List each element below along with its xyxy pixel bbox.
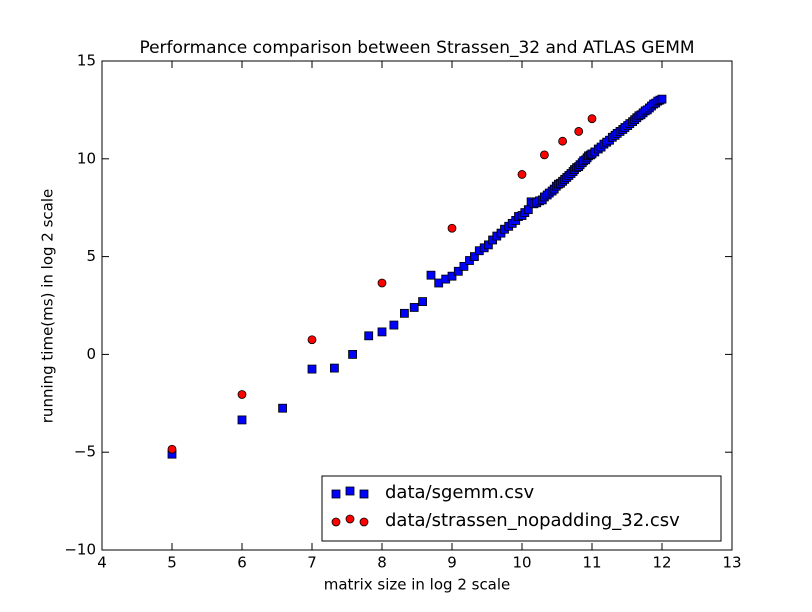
- data-point: [278, 403, 288, 413]
- data-point: [459, 261, 469, 271]
- data-point: [517, 170, 527, 179]
- x-tick-label: 9: [447, 554, 457, 572]
- legend-label: data/strassen_nopadding_32.csv: [385, 510, 680, 531]
- legend-marker: [331, 489, 341, 499]
- data-point: [558, 136, 567, 146]
- legend-label: data/sgemm.csv: [385, 482, 535, 503]
- chart-title: Performance comparison between Strassen_…: [139, 38, 694, 58]
- data-point: [409, 303, 419, 312]
- legend-box: [321, 475, 722, 542]
- data-point: [377, 278, 387, 288]
- x-tick-label: 8: [377, 554, 387, 572]
- legend-marker: [331, 517, 341, 527]
- data-point: [237, 415, 247, 425]
- data-point: [540, 150, 549, 160]
- data-point: [418, 297, 428, 306]
- legend-marker: [345, 486, 355, 496]
- x-tick-label: 12: [652, 554, 671, 572]
- y-tick-label: 0: [86, 345, 96, 363]
- data-point: [307, 364, 317, 374]
- data-point: [307, 335, 317, 345]
- x-tick-label: 5: [167, 554, 177, 572]
- data-point: [348, 349, 358, 359]
- data-point: [447, 271, 457, 281]
- data-point: [237, 390, 247, 399]
- y-tick-label: 5: [86, 247, 96, 265]
- legend-marker: [359, 517, 369, 527]
- data-point: [657, 94, 667, 104]
- data-point: [453, 266, 463, 276]
- x-tick-label: 10: [512, 554, 531, 572]
- data-point: [377, 327, 387, 337]
- y-tick-label: −5: [74, 443, 96, 461]
- x-axis-label: matrix size in log 2 scale: [324, 576, 511, 594]
- data-point: [389, 320, 399, 330]
- x-tick-label: 13: [722, 554, 741, 572]
- plot-area: [101, 60, 733, 551]
- data-point: [469, 252, 479, 262]
- data-point: [574, 127, 584, 136]
- data-point: [399, 308, 409, 318]
- data-point: [447, 223, 457, 233]
- y-tick-label: 15: [77, 52, 96, 70]
- data-point: [329, 363, 339, 373]
- x-tick-label: 4: [97, 554, 107, 572]
- x-tick-label: 6: [237, 554, 247, 572]
- legend-marker: [359, 489, 369, 499]
- data-point: [364, 331, 374, 341]
- data-point: [587, 114, 597, 124]
- x-tick-label: 11: [582, 554, 601, 572]
- y-tick-label: 10: [77, 149, 96, 167]
- data-point: [167, 444, 177, 454]
- y-axis-label: running time(ms) in log 2 scale: [39, 189, 57, 423]
- legend-marker: [345, 514, 355, 524]
- y-tick-label: −10: [64, 541, 96, 559]
- data-point: [426, 270, 436, 280]
- x-tick-label: 7: [307, 554, 317, 572]
